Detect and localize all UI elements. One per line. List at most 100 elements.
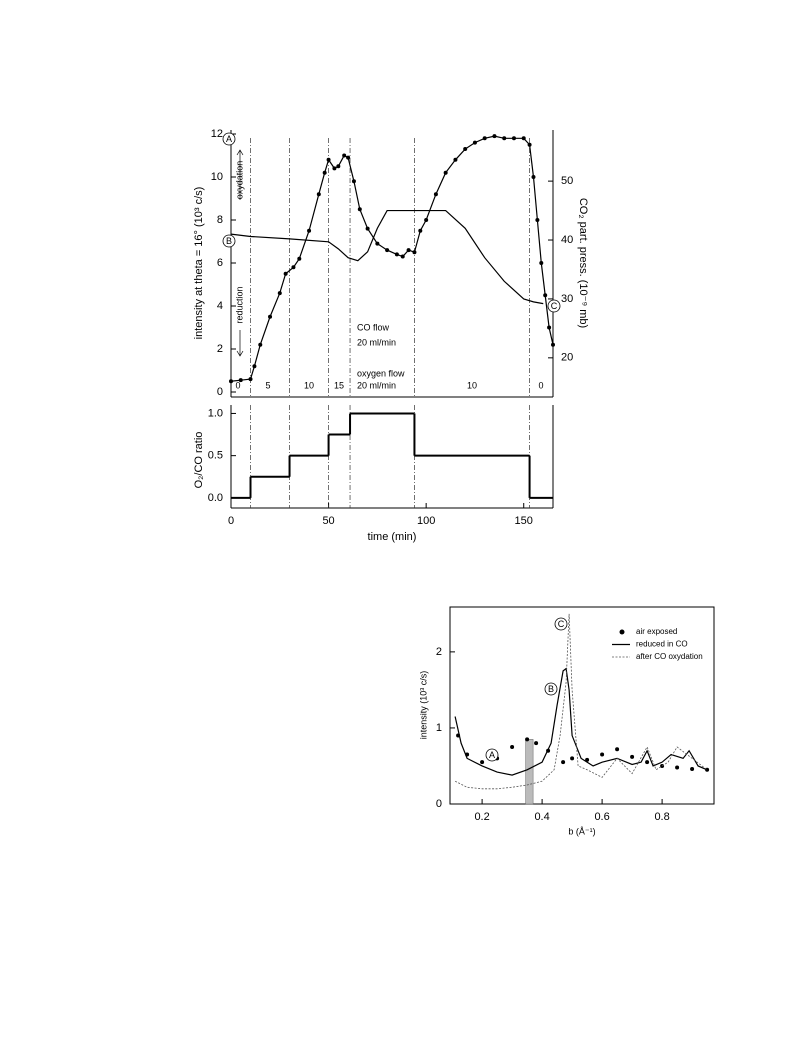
point-label: B bbox=[548, 684, 554, 694]
annotation: 0 bbox=[235, 380, 240, 390]
data-point bbox=[463, 147, 468, 152]
tick-label: 50 bbox=[561, 175, 573, 187]
annotation: oxygen flow bbox=[357, 368, 405, 378]
data-point bbox=[615, 747, 620, 752]
data-point bbox=[443, 170, 448, 175]
tick-label: 100 bbox=[417, 515, 435, 527]
legend-symbol bbox=[619, 629, 625, 635]
data-point bbox=[660, 763, 665, 768]
annotation: reduction bbox=[234, 286, 244, 323]
tick-label: 0.0 bbox=[208, 492, 223, 504]
data-point bbox=[551, 342, 555, 347]
y-axis-label: O₂/CO ratio bbox=[193, 432, 205, 489]
tick-label: 2 bbox=[217, 343, 223, 355]
data-point bbox=[492, 134, 497, 139]
tick-label: 20 bbox=[561, 352, 573, 364]
tick-label: 4 bbox=[217, 300, 223, 312]
data-point bbox=[502, 136, 507, 141]
data-point bbox=[561, 760, 566, 765]
point-marker bbox=[485, 748, 499, 762]
tick-label: 0.4 bbox=[534, 811, 549, 823]
data-point bbox=[316, 192, 321, 197]
data-point bbox=[527, 142, 532, 147]
point-label: A bbox=[226, 134, 232, 144]
annotation: 20 ml/min bbox=[357, 380, 396, 390]
data-point bbox=[268, 314, 273, 319]
arrow bbox=[236, 149, 244, 200]
annotation: 10 bbox=[467, 380, 477, 390]
annotation: CO flow bbox=[357, 322, 390, 332]
annotation: 5 bbox=[265, 380, 270, 390]
tick-label: 40 bbox=[561, 234, 573, 246]
data-point bbox=[511, 136, 516, 141]
data-point bbox=[357, 207, 362, 212]
data-point bbox=[365, 226, 370, 231]
data-point bbox=[690, 767, 695, 772]
data-point bbox=[424, 218, 429, 222]
annotation: oxydation bbox=[234, 161, 244, 200]
tick-label: 0.6 bbox=[594, 811, 609, 823]
data-point bbox=[453, 157, 458, 162]
data-point bbox=[238, 378, 243, 383]
tick-label: 10 bbox=[211, 171, 223, 183]
data-point bbox=[645, 760, 650, 765]
data-point bbox=[433, 192, 438, 197]
tick-label: 0.2 bbox=[474, 811, 489, 823]
data-point bbox=[412, 250, 417, 255]
point-label: C bbox=[558, 619, 565, 629]
data-point bbox=[283, 271, 288, 276]
point-marker bbox=[222, 234, 236, 248]
data-point bbox=[342, 153, 347, 158]
tick-label: 1.0 bbox=[208, 407, 223, 419]
data-point bbox=[482, 136, 487, 141]
data-point bbox=[521, 136, 526, 141]
data-point bbox=[675, 765, 680, 770]
point-marker bbox=[222, 132, 236, 146]
tick-label: 0 bbox=[228, 515, 234, 527]
tick-label: 0 bbox=[217, 386, 223, 398]
data-point bbox=[297, 256, 302, 261]
y-axis-label: intensity at theta = 16° (10³ c/s) bbox=[193, 187, 205, 340]
data-point bbox=[570, 756, 575, 761]
x-axis-label: time (min) bbox=[368, 531, 417, 543]
data-point bbox=[630, 754, 635, 759]
annotation: 15 bbox=[334, 380, 344, 390]
arrow bbox=[236, 330, 244, 357]
data-point bbox=[322, 170, 327, 175]
data-point bbox=[535, 218, 540, 222]
data-point bbox=[400, 254, 405, 259]
y-axis-label: intensity (10³ c/s) bbox=[418, 671, 428, 740]
plot-frame bbox=[449, 606, 715, 805]
data-point bbox=[418, 228, 423, 233]
data-point bbox=[307, 228, 312, 233]
data-point bbox=[229, 379, 233, 384]
annotation: 10 bbox=[304, 380, 314, 390]
data-point bbox=[291, 265, 296, 270]
point-label: C bbox=[551, 301, 558, 311]
series-line bbox=[230, 209, 544, 305]
data-point bbox=[258, 342, 263, 347]
legend-label: after CO oxydation bbox=[636, 652, 703, 661]
tick-label: 1 bbox=[436, 722, 442, 734]
point-label: A bbox=[489, 750, 495, 760]
data-point bbox=[385, 248, 390, 253]
data-point bbox=[531, 175, 536, 179]
data-point bbox=[539, 261, 544, 265]
data-point bbox=[248, 377, 253, 382]
legend-label: reduced in CO bbox=[636, 640, 688, 649]
data-point bbox=[346, 155, 351, 160]
data-point bbox=[534, 741, 539, 746]
data-point bbox=[600, 752, 605, 757]
annotation: 20 ml/min bbox=[357, 337, 396, 347]
annotation: 0 bbox=[538, 380, 543, 390]
tick-label: 2 bbox=[436, 646, 442, 658]
tick-label: 6 bbox=[217, 257, 223, 269]
legend-label: air exposed bbox=[636, 627, 677, 636]
data-point bbox=[406, 248, 411, 253]
bar bbox=[525, 739, 534, 805]
series-line bbox=[230, 135, 554, 382]
data-point bbox=[510, 744, 515, 749]
tick-label: 0.5 bbox=[208, 450, 223, 462]
data-point bbox=[480, 760, 485, 765]
data-point bbox=[252, 364, 257, 369]
